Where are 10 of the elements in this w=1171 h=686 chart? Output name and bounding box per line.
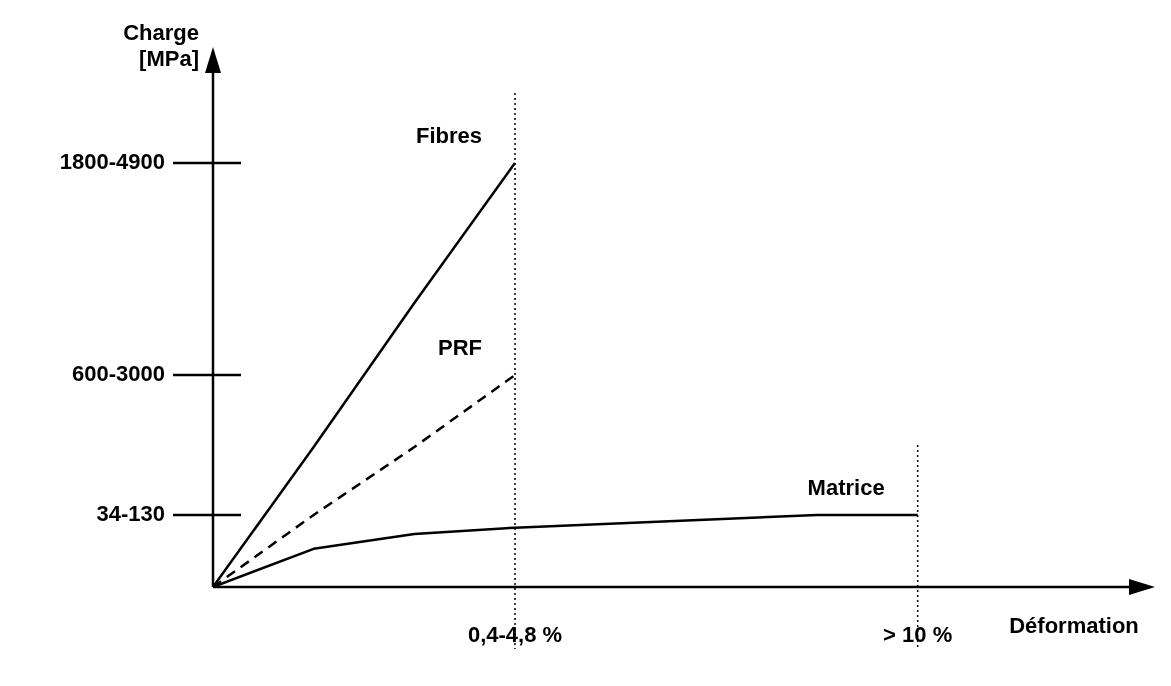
y-axis-title: Charge [MPa] (123, 20, 199, 71)
series-label: PRF (438, 335, 482, 360)
x-axis-title: Déformation (1009, 613, 1139, 638)
series-label: Fibres (415, 123, 482, 148)
text: 34-130 (96, 500, 165, 526)
text: 600-3000 (72, 361, 165, 387)
x-tick-label: 0,4-4,8 % (467, 622, 563, 648)
text: 1800-4900 (59, 149, 165, 175)
x-tick-label: > 10 % (883, 622, 953, 648)
series-label: Matrice (807, 474, 885, 500)
